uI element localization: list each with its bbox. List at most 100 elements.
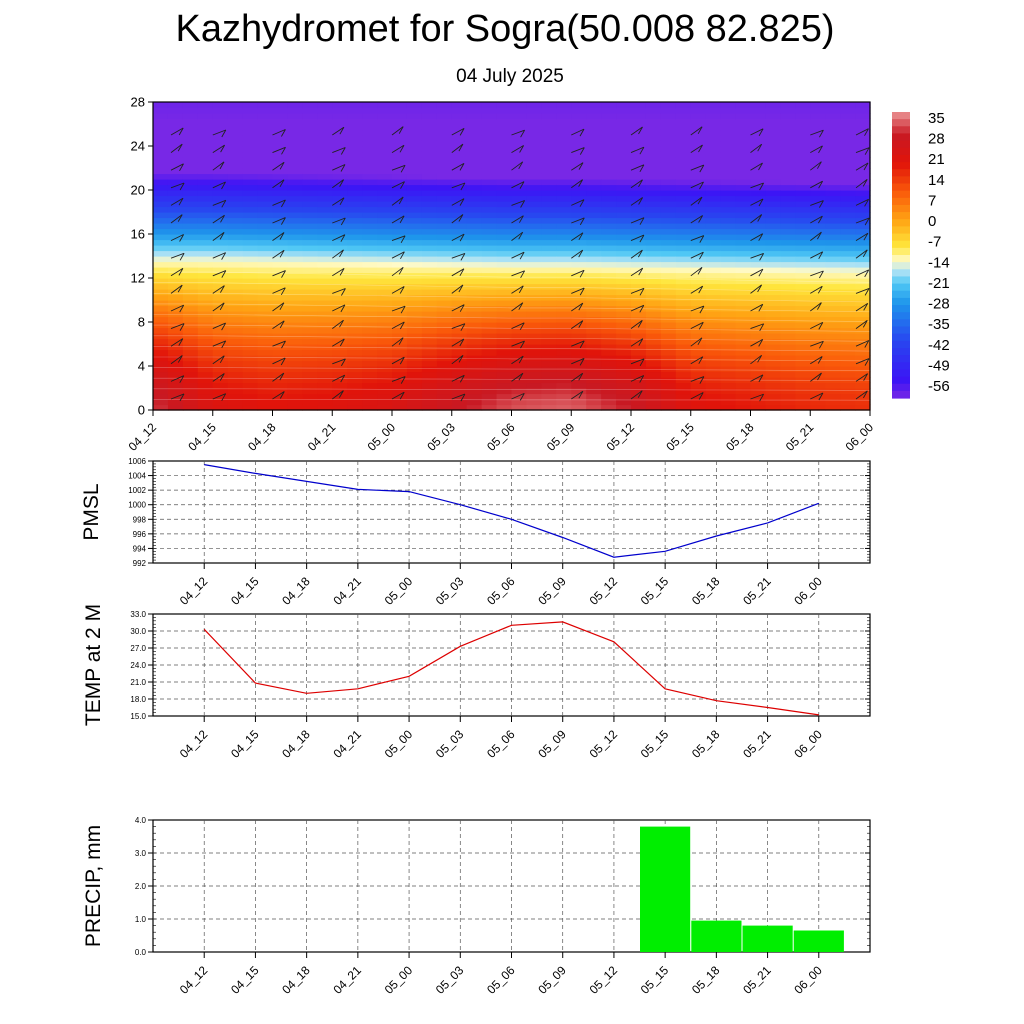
heatmap-cell (362, 195, 378, 202)
heatmap-cell (735, 195, 752, 202)
heatmap-cell (571, 382, 587, 389)
heatmap-cell (257, 338, 274, 345)
wind-barb-feather (862, 179, 868, 187)
heatmap-cell (421, 371, 438, 378)
heatmap-cell (795, 349, 811, 356)
heatmap-cell (392, 162, 408, 169)
heatmap-cell (855, 256, 871, 263)
heatmap-cell (795, 168, 811, 175)
x-tick-label: 05_03 (433, 963, 467, 997)
heatmap-cell (720, 129, 737, 136)
colorbar-segment (892, 262, 910, 270)
heatmap-cell (153, 267, 169, 274)
heatmap-cell (466, 316, 483, 323)
heatmap-cell (645, 140, 662, 147)
heatmap-cell (795, 234, 811, 241)
y-tick-label: 20 (131, 183, 145, 198)
heatmap-cell (675, 245, 692, 252)
wind-barb (630, 390, 643, 400)
heatmap-cell (526, 344, 542, 351)
heatmap-cell (406, 311, 423, 318)
heatmap-cell (720, 217, 737, 224)
heatmap-cell (541, 124, 557, 131)
heatmap-cell (481, 300, 498, 307)
heatmap-cell (735, 157, 752, 164)
heatmap-cell (631, 151, 647, 158)
heatmap-cell (735, 311, 752, 318)
heatmap-cell (347, 179, 363, 186)
wind-barb-feather (519, 181, 525, 189)
heatmap-cell (511, 217, 528, 224)
wind-barb-feather (460, 182, 466, 191)
heatmap-cell (631, 360, 647, 367)
wind-barb-feather (864, 358, 870, 366)
heatmap-cell (810, 190, 826, 197)
heatmap-cell (765, 195, 781, 202)
colorbar-segment (892, 312, 910, 320)
heatmap-cell (735, 283, 752, 290)
heatmap-cell (571, 399, 587, 406)
heatmap-cell (810, 338, 826, 345)
x-tick-label: 05_18 (689, 574, 723, 608)
wind-barb-feather (698, 215, 703, 223)
contour-line (153, 271, 871, 283)
colorbar-segment (892, 183, 910, 192)
wind-barb (272, 302, 285, 312)
heatmap-cell (377, 311, 393, 318)
heatmap-cell (302, 322, 318, 329)
heatmap-cell (810, 173, 826, 180)
heatmap-cell (302, 261, 318, 268)
heatmap-cell (705, 333, 722, 340)
heatmap-cell (496, 113, 513, 120)
heatmap-cell (451, 102, 468, 109)
heatmap-cell (302, 206, 318, 213)
heatmap-cell (153, 399, 169, 406)
heatmap-cell (541, 322, 557, 329)
heatmap-cell (287, 206, 303, 213)
heatmap-cell (332, 272, 348, 279)
heatmap-cell (287, 201, 303, 208)
heatmap-cell (392, 349, 408, 356)
heatmap-cell (421, 124, 438, 131)
heatmap-cell (616, 184, 632, 191)
wind-barb-feather (818, 392, 824, 401)
heatmap-cell (586, 201, 602, 208)
x-tick-label: 04_12 (177, 727, 211, 761)
heatmap-cell (481, 272, 498, 279)
heatmap-cell (586, 135, 602, 142)
heatmap-cell (645, 195, 662, 202)
heatmap-cell (406, 239, 423, 246)
heatmap-cell (541, 228, 557, 235)
heatmap-cell (332, 377, 348, 384)
wind-barb (511, 200, 525, 206)
wind-barb (332, 234, 346, 242)
heatmap-cell (855, 234, 871, 241)
heatmap-cell (526, 250, 542, 257)
wind-barb (750, 393, 764, 400)
heatmap-cell (466, 283, 483, 290)
heatmap-cell (616, 146, 632, 153)
heatmap-cell (780, 382, 796, 389)
heatmap-cell (287, 168, 303, 175)
heatmap-cell (840, 316, 856, 323)
heatmap-cell (287, 239, 303, 246)
heatmap-cell (317, 195, 333, 202)
heatmap-cell (660, 393, 677, 400)
heatmap-cell (675, 261, 692, 268)
heatmap-cell (317, 201, 333, 208)
heatmap-cell (272, 118, 289, 125)
heatmap-cell (765, 256, 781, 263)
heatmap-cell (182, 278, 199, 285)
heatmap-cell (765, 162, 781, 169)
heatmap-cell (705, 256, 722, 263)
heatmap-cell (481, 212, 498, 219)
heatmap-cell (810, 245, 826, 252)
colorbar-segment (892, 190, 910, 199)
heatmap-cell (586, 223, 602, 230)
heatmap-cell (451, 206, 468, 213)
heatmap-cell (541, 201, 557, 208)
heatmap-cell (556, 206, 572, 213)
heatmap-cell (720, 195, 737, 202)
heatmap-cell (660, 250, 677, 257)
